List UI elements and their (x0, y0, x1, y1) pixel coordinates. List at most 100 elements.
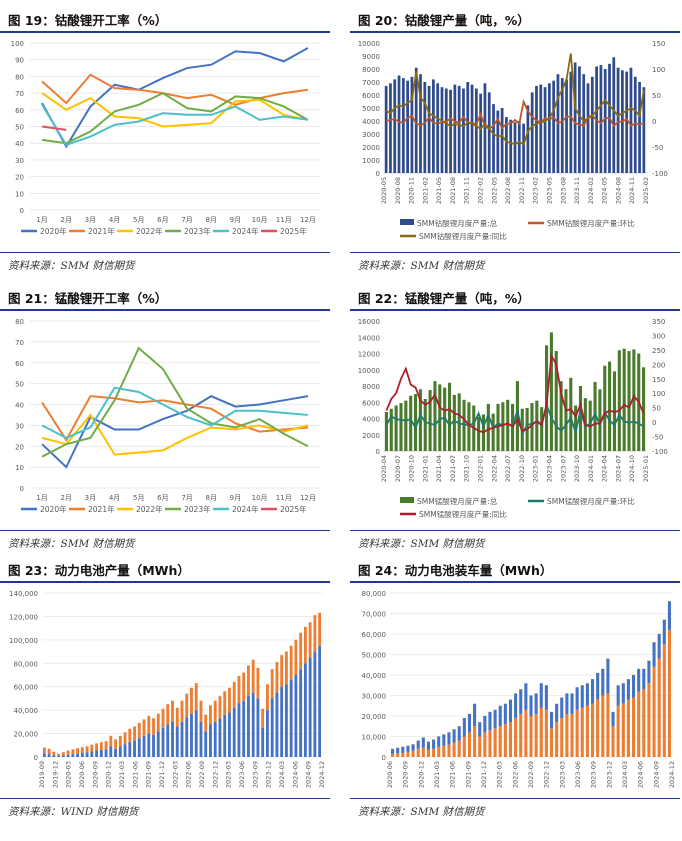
bar-segment (109, 746, 113, 757)
bar-segment (657, 634, 661, 659)
legend-label: SMM锰酸锂月度产量:环比 (547, 496, 635, 506)
bar-segment (467, 732, 472, 757)
bar-segment (539, 707, 543, 757)
x-tick-label: 2022-12 (543, 761, 551, 788)
y-left-tick-label: 6000 (362, 399, 380, 407)
chart-battery-output: 0 20,000 40,000 60,000 80,000 100,000 120,000 1… (9, 590, 326, 788)
chart-title: 图 19：钴酸锂开工率（%） (8, 13, 168, 28)
chart-title: 图 21：锰酸锂开工率（%） (8, 291, 168, 306)
bar (419, 74, 422, 173)
bar (384, 412, 388, 451)
x-tick-label: 2024-02 (587, 177, 595, 204)
bar-segment (175, 726, 179, 757)
bar-segment (142, 735, 146, 757)
bar-segment (596, 672, 600, 700)
bar-segment (488, 730, 492, 757)
bar-segment (190, 713, 193, 757)
source-rule (350, 530, 680, 531)
bar (479, 93, 483, 173)
chart-source: 资料来源：SMM 财信期货 (358, 806, 485, 818)
legend-label: 2021年 (88, 504, 115, 514)
x-tick-label: 2024-09 (652, 761, 660, 788)
bar-segment (228, 687, 231, 713)
bar (447, 382, 452, 451)
bar (427, 85, 431, 173)
x-tick-label: 3月 (85, 494, 96, 502)
x-tick-label: 2021-12 (480, 761, 488, 788)
bar (406, 80, 409, 173)
y-tick-label: 30,000 (362, 693, 387, 701)
bar-segment (289, 679, 293, 757)
y-tick-label: 20 (15, 174, 24, 182)
x-tick-label: 2020-05 (380, 177, 388, 204)
bar-segment (294, 639, 298, 675)
y-tick-label: 30 (15, 157, 24, 165)
bar-segment (478, 736, 482, 757)
bar-segment (421, 747, 425, 757)
bar-segment (289, 645, 293, 680)
bar-segment (391, 753, 395, 757)
bar-segment (503, 724, 507, 757)
bar-segment (190, 687, 193, 714)
x-tick-label: 2021-12 (158, 761, 166, 788)
bar-segment (194, 683, 198, 711)
bar-segment (118, 746, 122, 757)
bar-segment (261, 708, 265, 728)
bar-segment (95, 750, 98, 757)
bar-segment (294, 675, 298, 757)
panel-battery-installed: 图 24：动力电池装车量（MWh） 0 10,000 20,000 30,000 40,… (350, 560, 680, 830)
bar-segment (590, 679, 595, 704)
chart-cobalt-utilization: 0 10 20 30 40 50 60 70 80 90 100 1月 2月 3月 4月 5月 6月 7月 8月 9月… (11, 40, 320, 236)
bar (394, 405, 398, 451)
bar (496, 403, 500, 451)
x-tick-label: 2月 (61, 216, 72, 224)
y-left-tick-label: 4000 (362, 118, 380, 126)
y-right-tick-label: -100 (652, 448, 668, 456)
source-rule (0, 530, 330, 531)
bar-segment (123, 732, 127, 745)
bar-segment (85, 746, 89, 753)
legend-label: SMM锰酸锂月度产量:同比 (419, 509, 507, 519)
bar (543, 87, 547, 173)
series-line-2020年 (41, 47, 309, 149)
y-tick-label: 20,000 (14, 731, 39, 739)
bar-segment (473, 703, 477, 727)
bar-segment (555, 703, 559, 723)
bar-segment (539, 683, 543, 708)
bar (616, 67, 620, 173)
bar-segment (232, 682, 236, 708)
bar (389, 83, 392, 173)
legend-label: 2022年 (136, 504, 163, 514)
bar-segment (152, 718, 155, 735)
bar-segment (406, 745, 410, 752)
x-tick-label: 2024-08 (614, 177, 622, 204)
x-tick-label: 2020-12 (417, 761, 425, 788)
x-tick-label: 2022-10 (518, 455, 526, 482)
y-tick-label: 10,000 (362, 734, 387, 742)
x-tick-label: 9月 (230, 494, 241, 502)
bar (457, 393, 461, 451)
chart-source: 资料来源：SMM 财信期货 (358, 260, 485, 272)
bar (467, 402, 471, 451)
bar (593, 381, 597, 451)
chart-title: 图 24：动力电池装车量（MWh） (358, 563, 553, 578)
y-tick-label: 70,000 (362, 611, 387, 619)
bar-segment (61, 755, 65, 757)
bar (449, 89, 452, 173)
bar-segment (524, 683, 528, 710)
x-tick-label: 2024-12 (668, 761, 676, 788)
x-tick-label: 2023-05 (545, 177, 553, 204)
bar-segment (256, 698, 260, 757)
y-tick-label: 60,000 (14, 684, 39, 692)
bar-segment (642, 668, 646, 690)
bar-segment (114, 739, 117, 749)
bar-segment (156, 713, 160, 732)
bar-segment (128, 728, 132, 742)
bar-segment (299, 632, 303, 670)
bar-segment (47, 748, 51, 755)
bar (404, 400, 408, 451)
bar-segment (580, 685, 584, 708)
bar (423, 82, 427, 173)
x-tick-label: 2021-10 (463, 455, 471, 482)
bar (509, 119, 513, 173)
